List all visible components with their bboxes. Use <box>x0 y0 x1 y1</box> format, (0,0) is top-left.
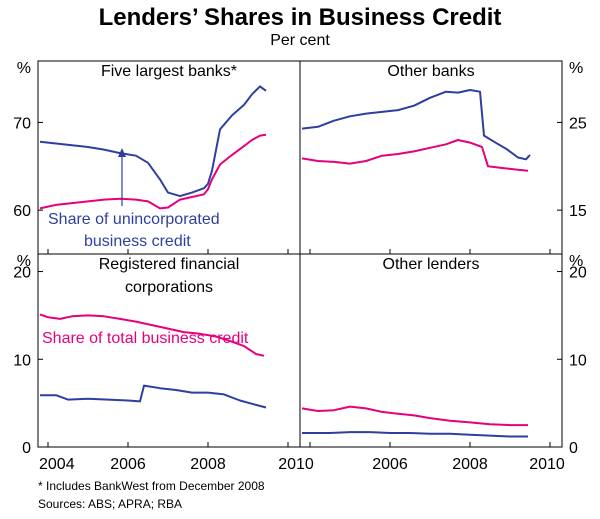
x-tick-label: 2006 <box>110 456 146 473</box>
y-tick-label: 25 <box>569 115 587 132</box>
panel-title: Five largest banks* <box>101 63 237 80</box>
y-tick-label: 0 <box>569 440 578 457</box>
annotation-unincorporated: business credit <box>84 233 191 250</box>
y-tick-label: 10 <box>569 352 587 369</box>
x-tick-label: 2006 <box>372 456 408 473</box>
x-tick-label: 2010 <box>529 456 565 473</box>
y-tick-label: 60 <box>13 203 31 220</box>
chart-subtitle: Per cent <box>270 32 330 49</box>
series-line-total <box>301 405 528 427</box>
annotation-unincorporated: Share of unincorporated <box>48 211 220 228</box>
panel-title: corporations <box>125 279 213 296</box>
y-unit-label: % <box>17 60 31 77</box>
series-line-total <box>39 313 265 357</box>
y-tick-label: 0 <box>22 440 31 457</box>
series-line-total <box>39 133 267 210</box>
y-unit-label: % <box>17 253 31 270</box>
annotation-total: Share of total business credit <box>42 330 249 347</box>
x-tick-label: 2010 <box>278 456 314 473</box>
series-line-total <box>301 139 529 172</box>
series-line-unincorporated <box>40 384 267 409</box>
panel-title: Other banks <box>387 63 474 80</box>
annotation-arrow-head <box>118 148 126 157</box>
y-tick-label: 15 <box>569 203 587 220</box>
panel-title: Other lenders <box>383 256 480 273</box>
series-line-unincorporated <box>301 89 531 161</box>
y-tick-label: 20 <box>13 265 31 282</box>
x-tick-label: 2008 <box>190 456 226 473</box>
y-unit-label: % <box>569 253 583 270</box>
sources-note: Sources: ABS; APRA; RBA <box>38 497 183 511</box>
panel-title: Registered financial <box>99 256 240 273</box>
y-tick-label: 20 <box>569 265 587 282</box>
series-line-unincorporated <box>302 431 528 438</box>
series-line-unincorporated <box>39 85 267 198</box>
y-tick-label: 70 <box>13 115 31 132</box>
y-tick-label: 10 <box>13 352 31 369</box>
y-unit-label: % <box>569 60 583 77</box>
footnote: * Includes BankWest from December 2008 <box>38 479 265 493</box>
x-tick-label: 2004 <box>39 456 75 473</box>
x-tick-label: 2008 <box>452 456 488 473</box>
chart-title: Lenders’ Shares in Business Credit <box>98 4 502 31</box>
